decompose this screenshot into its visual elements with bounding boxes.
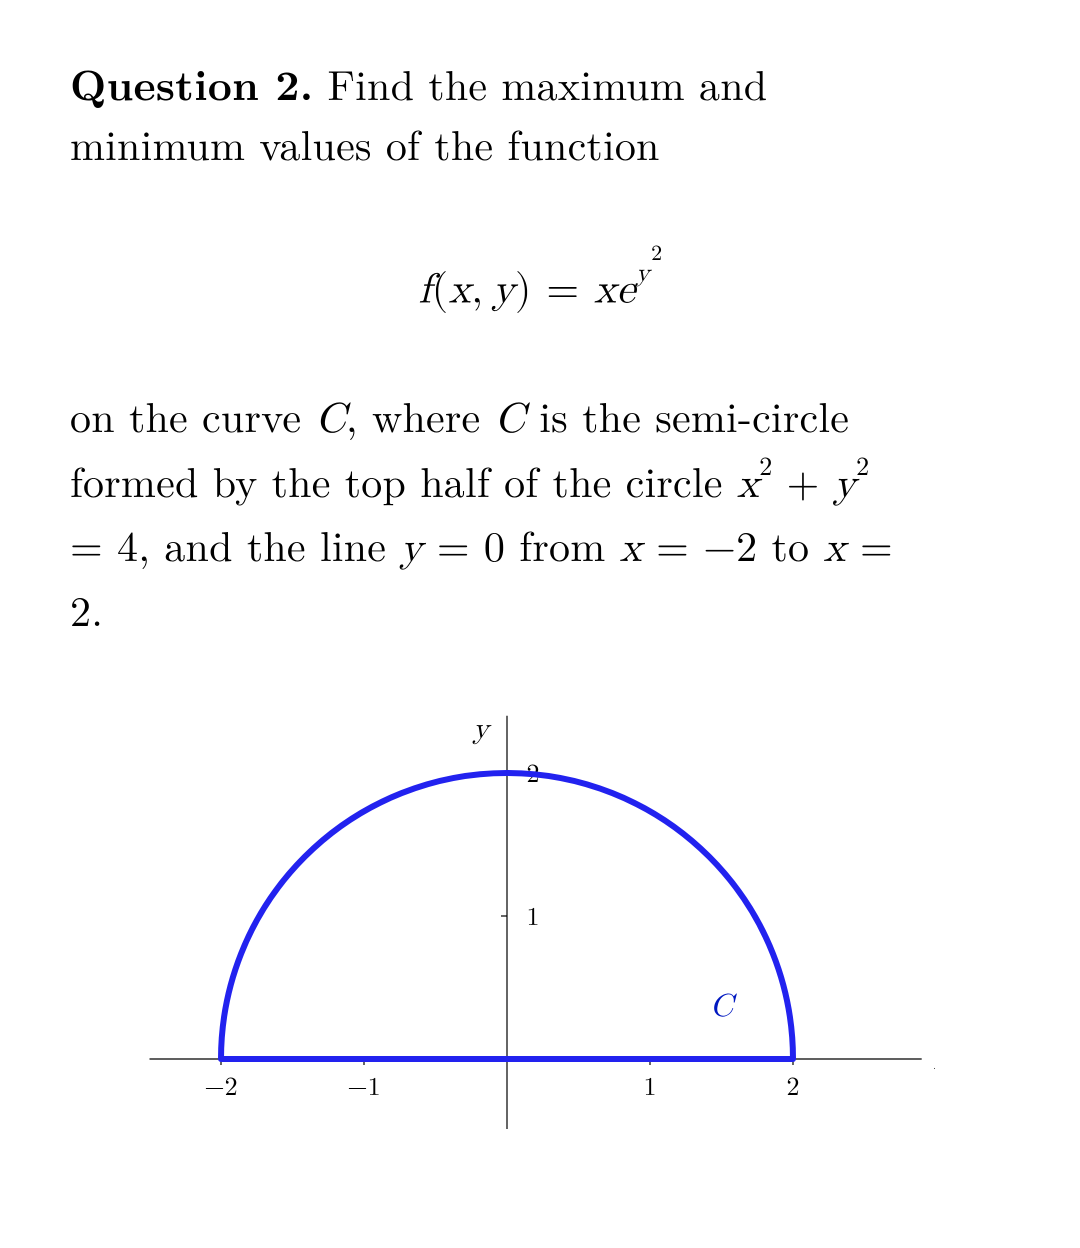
semicircle-chart: −2−11212xyC [145,709,935,1129]
eq-exp-2: 2 [651,243,663,265]
eq-y: y [492,270,515,312]
chart-container: −2−11212xyC [70,709,1010,1129]
intro-line-1: Find the maximum and [313,54,767,113]
eq-exp-y: y [636,261,650,287]
post3a: = 4, and the line [70,515,400,574]
post1b: , where [346,386,495,445]
post-text: on the curve C, where C is the semi-circ… [70,386,1010,640]
post2-plus: + [772,451,833,510]
intro-line-2: minimum values of the function [70,114,660,173]
post2a: formed by the top half of the circle [70,451,737,510]
post1c: is the semi-circle [525,386,849,445]
post2-2a: 2 [759,446,772,483]
post3d: = [846,515,893,574]
x-tick-label: 1 [643,1075,656,1101]
y-axis-label: y [472,714,492,745]
post1a: on the curve [70,386,315,445]
post3-x1: x [620,528,642,570]
x-tick-label: 2 [786,1075,799,1101]
post2-2b: 2 [856,446,869,483]
y-tick-label: 1 [526,905,539,931]
question-label: Question 2. [70,53,313,113]
eq-paren-open: ( [432,270,449,312]
post2-y: y [834,464,856,506]
eq-rhs-x: x [594,270,617,312]
curve-label: C [710,992,737,1024]
question-heading: Question 2. Find the maximum and minimum… [70,54,1010,173]
post4: 2. [70,580,103,639]
post1-C: C [315,399,346,441]
post1-C2: C [495,399,526,441]
display-equation: f(x, y) = xey2 [70,259,1010,316]
x-tick-label: −1 [347,1075,380,1101]
eq-x: x [449,270,472,312]
post3-x2: x [823,528,845,570]
post3c: = −2 to [642,515,823,574]
post2-x: x [737,464,759,506]
eq-comma: , [471,270,483,312]
eq-f: f [418,270,431,312]
eq-paren-close: ) [515,270,532,312]
post3-y: y [400,528,422,570]
x-tick-label: −2 [204,1075,237,1101]
eq-rhs-e: e [617,270,636,312]
x-axis-label: x [934,1045,935,1075]
post3b: = 0 from [423,515,620,574]
eq-equals: = [532,270,594,312]
